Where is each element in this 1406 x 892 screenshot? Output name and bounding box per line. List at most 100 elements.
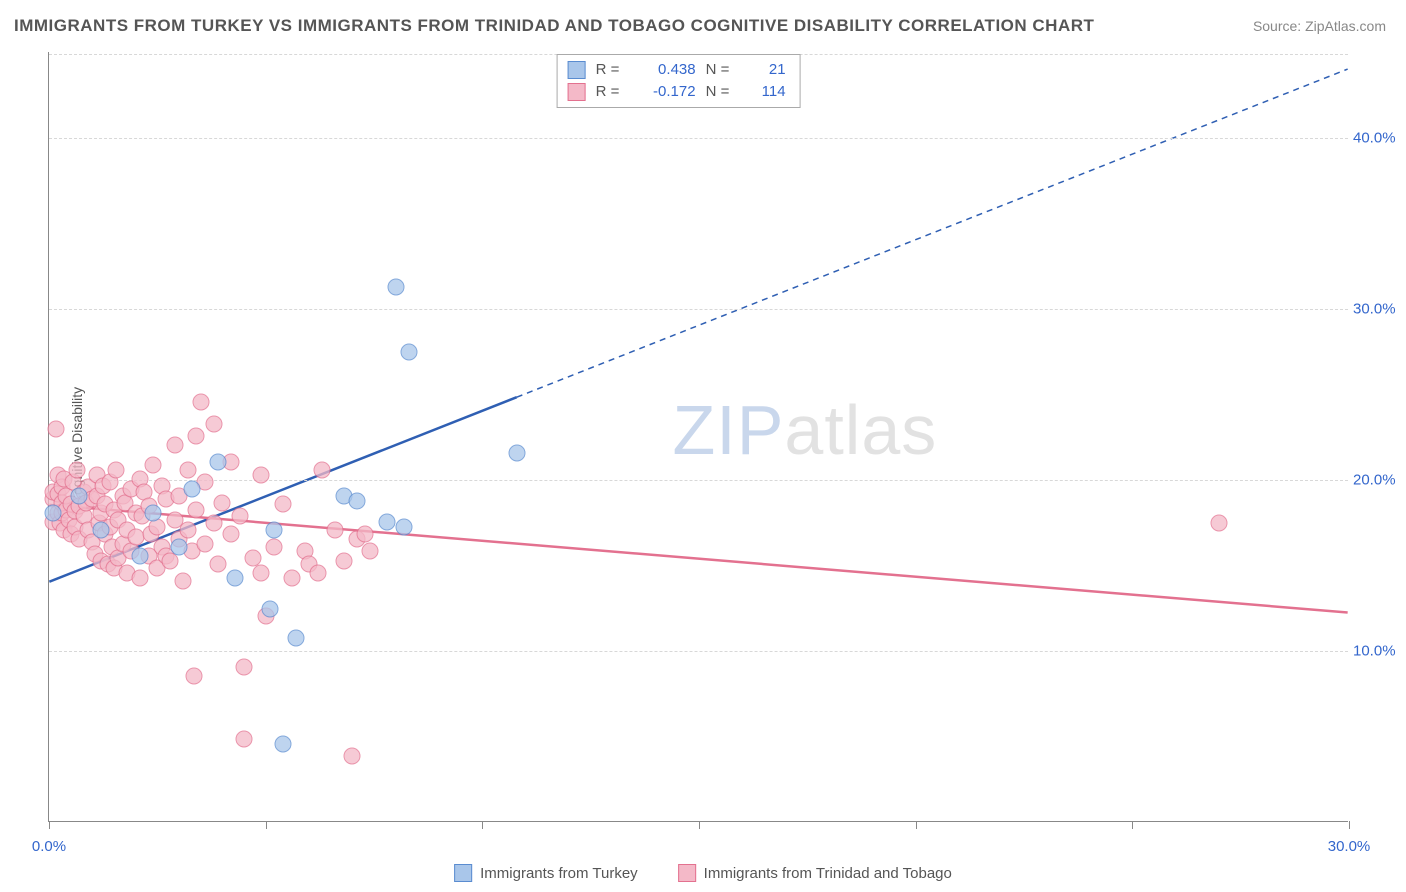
data-point-trinidad: [188, 501, 205, 518]
data-point-turkey: [266, 522, 283, 539]
data-point-trinidad: [327, 522, 344, 539]
swatch-trinidad: [678, 864, 696, 882]
data-point-trinidad: [1211, 515, 1228, 532]
n-label: N =: [706, 59, 736, 81]
watermark-part2: atlas: [784, 391, 937, 469]
data-point-trinidad: [205, 416, 222, 433]
n-label: N =: [706, 81, 736, 103]
x-tick: [1349, 821, 1350, 829]
data-point-trinidad: [244, 549, 261, 566]
data-point-trinidad: [47, 421, 64, 438]
n-value-turkey: 21: [746, 59, 786, 81]
data-point-trinidad: [205, 515, 222, 532]
data-point-turkey: [288, 629, 305, 646]
data-point-trinidad: [210, 556, 227, 573]
legend-label-trinidad: Immigrants from Trinidad and Tobago: [704, 865, 952, 882]
data-point-trinidad: [361, 542, 378, 559]
data-point-trinidad: [175, 573, 192, 590]
swatch-turkey: [568, 61, 586, 79]
data-point-turkey: [387, 279, 404, 296]
x-tick: [699, 821, 700, 829]
data-point-turkey: [184, 481, 201, 498]
gridline: [49, 309, 1348, 310]
data-point-trinidad: [253, 564, 270, 581]
data-point-turkey: [210, 453, 227, 470]
gridline: [49, 651, 1348, 652]
n-value-trinidad: 114: [746, 81, 786, 103]
swatch-trinidad: [568, 83, 586, 101]
data-point-turkey: [71, 487, 88, 504]
data-point-trinidad: [275, 496, 292, 513]
legend-item-turkey: Immigrants from Turkey: [454, 864, 638, 882]
data-point-trinidad: [179, 462, 196, 479]
data-point-turkey: [275, 736, 292, 753]
legend-row-trinidad: R = -0.172 N = 114: [568, 81, 786, 103]
trend-lines-layer: [49, 52, 1348, 821]
data-point-trinidad: [188, 428, 205, 445]
data-point-turkey: [509, 445, 526, 462]
data-point-trinidad: [69, 462, 86, 479]
data-point-turkey: [227, 570, 244, 587]
y-tick-label: 20.0%: [1353, 471, 1406, 488]
y-tick-label: 30.0%: [1353, 300, 1406, 317]
trend-line-turkey-dashed: [517, 69, 1348, 397]
x-tick: [49, 821, 50, 829]
x-tick: [266, 821, 267, 829]
legend-item-trinidad: Immigrants from Trinidad and Tobago: [678, 864, 952, 882]
data-point-turkey: [400, 344, 417, 361]
data-point-trinidad: [283, 570, 300, 587]
watermark: ZIPatlas: [673, 390, 938, 470]
watermark-part1: ZIP: [673, 391, 785, 469]
data-point-turkey: [379, 513, 396, 530]
source-prefix: Source:: [1253, 18, 1305, 34]
correlation-legend: R = 0.438 N = 21 R = -0.172 N = 114: [557, 54, 801, 108]
series-legend: Immigrants from Turkey Immigrants from T…: [454, 864, 952, 882]
x-tick: [1132, 821, 1133, 829]
r-label: R =: [596, 81, 626, 103]
data-point-trinidad: [197, 535, 214, 552]
data-point-trinidad: [132, 570, 149, 587]
data-point-trinidad: [314, 462, 331, 479]
data-point-turkey: [171, 539, 188, 556]
data-point-turkey: [396, 518, 413, 535]
data-point-trinidad: [266, 539, 283, 556]
data-point-trinidad: [108, 462, 125, 479]
gridline: [49, 480, 1348, 481]
data-point-turkey: [348, 493, 365, 510]
data-point-trinidad: [223, 525, 240, 542]
data-point-trinidad: [231, 508, 248, 525]
source-attribution: Source: ZipAtlas.com: [1253, 18, 1386, 34]
r-label: R =: [596, 59, 626, 81]
data-point-turkey: [93, 522, 110, 539]
data-point-trinidad: [192, 393, 209, 410]
data-point-trinidad: [357, 525, 374, 542]
data-point-trinidad: [236, 730, 253, 747]
data-point-trinidad: [335, 552, 352, 569]
x-tick-label: 30.0%: [1328, 838, 1371, 855]
r-value-turkey: 0.438: [636, 59, 696, 81]
y-tick-label: 40.0%: [1353, 129, 1406, 146]
legend-row-turkey: R = 0.438 N = 21: [568, 59, 786, 81]
y-tick-label: 10.0%: [1353, 642, 1406, 659]
data-point-trinidad: [236, 659, 253, 676]
data-point-trinidad: [214, 494, 231, 511]
data-point-trinidad: [179, 522, 196, 539]
data-point-turkey: [262, 600, 279, 617]
chart-title: IMMIGRANTS FROM TURKEY VS IMMIGRANTS FRO…: [14, 16, 1094, 36]
data-point-turkey: [145, 505, 162, 522]
data-point-turkey: [132, 547, 149, 564]
legend-label-turkey: Immigrants from Turkey: [480, 865, 638, 882]
x-tick: [482, 821, 483, 829]
gridline: [49, 138, 1348, 139]
data-point-trinidad: [145, 457, 162, 474]
data-point-trinidad: [186, 667, 203, 684]
data-point-trinidad: [166, 436, 183, 453]
data-point-trinidad: [253, 467, 270, 484]
x-tick: [916, 821, 917, 829]
swatch-turkey: [454, 864, 472, 882]
source-name: ZipAtlas.com: [1305, 18, 1386, 34]
scatter-plot-area: ZIPatlas 10.0%20.0%30.0%40.0%0.0%30.0%: [48, 52, 1348, 822]
data-point-trinidad: [309, 564, 326, 581]
data-point-turkey: [45, 505, 62, 522]
r-value-trinidad: -0.172: [636, 81, 696, 103]
